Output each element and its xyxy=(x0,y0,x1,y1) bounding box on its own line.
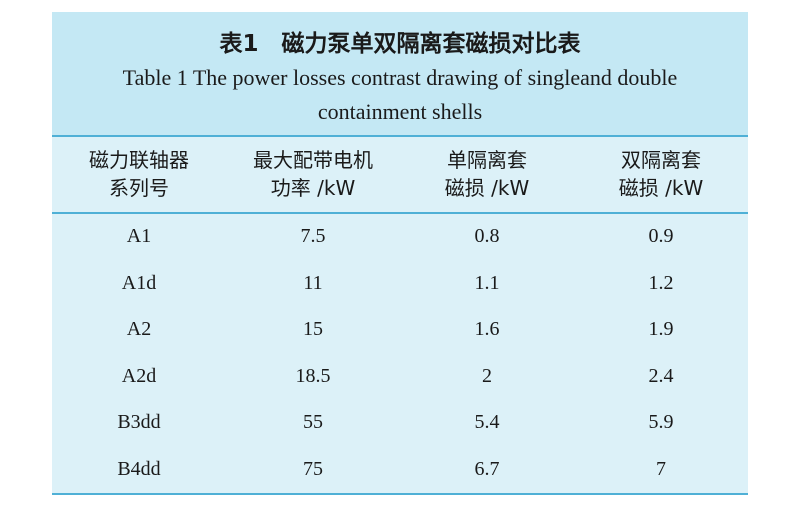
title-cn: 表1 磁力泵单双隔离套磁损对比表 xyxy=(219,31,581,57)
cell: 1.1 xyxy=(474,271,500,294)
table-panel: 表1 磁力泵单双隔离套磁损对比表 Table 1 The power losse… xyxy=(52,12,748,495)
cell: 75 xyxy=(303,457,323,480)
cell: 1.6 xyxy=(474,318,500,340)
cell: 2.4 xyxy=(648,364,674,387)
cell: B4dd xyxy=(117,457,161,480)
cell: 55 xyxy=(303,411,323,433)
header-line: 双隔离套 xyxy=(621,148,701,172)
header-line: 磁力联轴器 xyxy=(89,148,189,172)
title-en: Table 1 The power losses contrast drawin… xyxy=(122,65,678,124)
cell: 7 xyxy=(656,457,666,480)
cell: 7.5 xyxy=(300,225,326,247)
header-line: 磁损 /kW xyxy=(444,176,530,200)
cell: 11 xyxy=(303,271,323,294)
cell: 0.9 xyxy=(648,225,674,247)
cell: 15 xyxy=(303,318,323,340)
header-cell: 单隔离套磁损 /kW xyxy=(400,146,574,202)
header-line: 系列号 xyxy=(109,176,169,200)
header-line: 磁损 /kW xyxy=(618,176,704,200)
header-line: 单隔离套 xyxy=(447,148,527,172)
cell: 1.9 xyxy=(648,318,674,340)
header-line: 功率 /kW xyxy=(270,176,356,200)
header-line: 最大配带电机 xyxy=(253,148,373,172)
cell: A2d xyxy=(121,364,157,387)
cell: 5.9 xyxy=(648,411,674,433)
header-row: 磁力联轴器 系列号 最大配带电机 功率 /kW 单隔离套 磁损 /kW 双隔离套 磁损 /kW xyxy=(52,137,748,214)
cell: A2 xyxy=(126,318,152,340)
cell: 5.4 xyxy=(474,411,500,433)
cell: 1.2 xyxy=(648,271,674,294)
cell: B3dd xyxy=(117,411,161,433)
cell: 18.5 xyxy=(295,364,331,387)
header-cell: 磁力联轴器 系列号 xyxy=(52,146,226,202)
cell: 0.8 xyxy=(474,225,500,247)
cell: A1d xyxy=(121,271,157,294)
header-cell: 最大配带电机 功率 /kW xyxy=(226,146,400,202)
cell: 2 xyxy=(482,364,492,387)
table-caption: 表1 磁力泵单双隔离套磁损对比表 Table 1 The power losse… xyxy=(52,12,748,137)
header-cell: 双隔离套磁损 /kW xyxy=(574,146,748,202)
cell: 6.7 xyxy=(474,457,500,480)
cell: A1 xyxy=(126,225,152,247)
